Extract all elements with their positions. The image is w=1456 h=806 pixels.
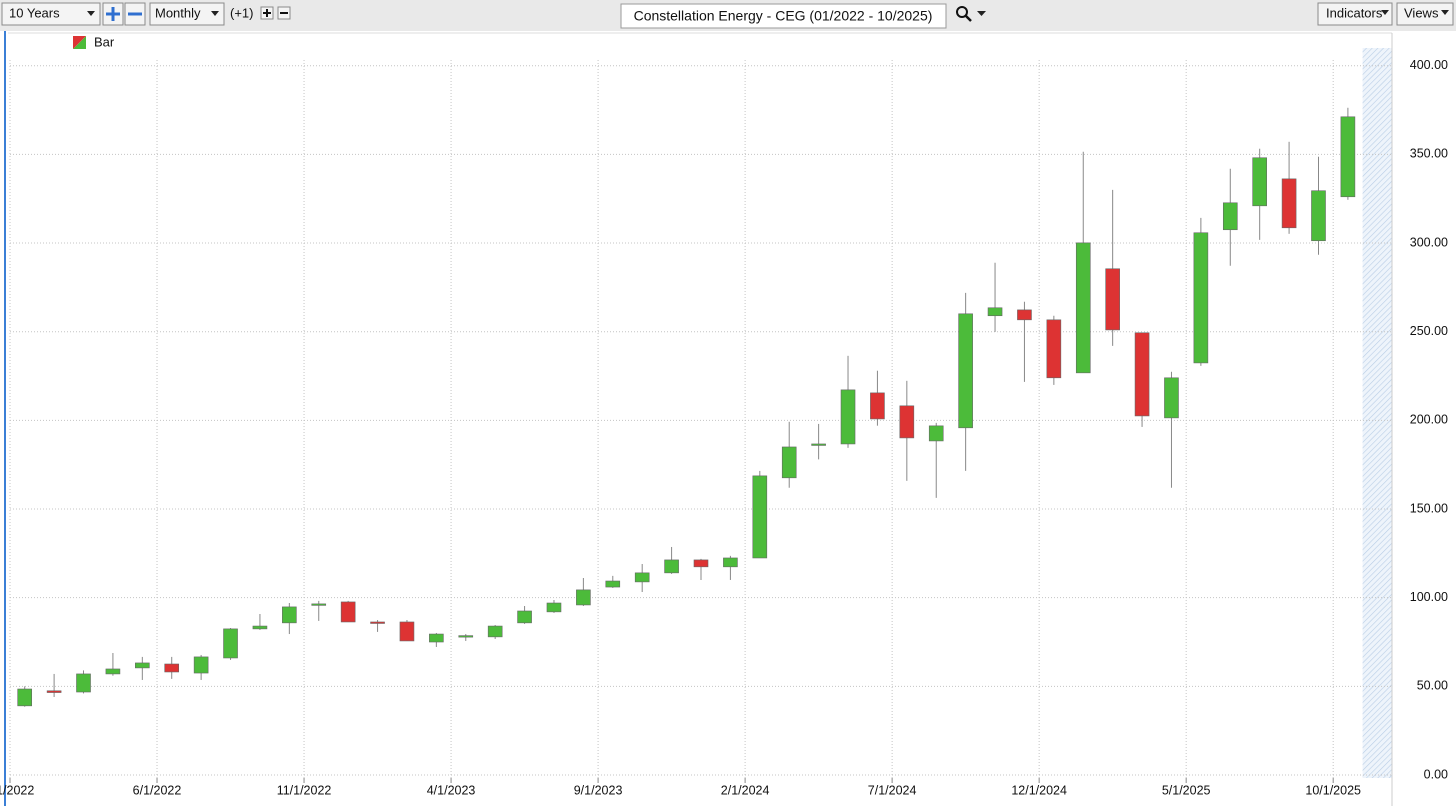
candle-body (1311, 190, 1326, 242)
x-tick-label: 7/1/2024 (868, 783, 917, 797)
candle-body (723, 557, 738, 568)
candle-body (458, 635, 474, 638)
candle-body (781, 446, 797, 479)
range-label: 10 Years (9, 5, 60, 20)
y-tick-label: 400.00 (1410, 58, 1448, 72)
candle-body (76, 673, 91, 693)
candle-body (1281, 178, 1297, 229)
candle-body (987, 307, 1003, 317)
candle-body (693, 559, 709, 568)
candle-body (1105, 268, 1120, 331)
plot-area: 0.00 50.00 100.00 150.00 200.00 250.00 300.00 3… (0, 33, 1448, 806)
views-label: Views (1404, 5, 1439, 20)
candle-body (605, 580, 621, 588)
candle-body (105, 668, 121, 675)
candle-body (252, 625, 268, 630)
candle-body (1222, 202, 1238, 231)
indicators-button[interactable]: Indicators (1317, 2, 1393, 26)
candle-body (1340, 116, 1356, 198)
legend: Bar (73, 34, 115, 49)
legend-icon-down (73, 36, 86, 49)
x-tick-label: 10/1/2025 (1305, 783, 1361, 797)
candle-body (164, 663, 180, 673)
candle-body (1193, 232, 1209, 364)
y-tick-label: 0.00 (1424, 767, 1448, 781)
candle-body (1252, 157, 1267, 207)
candle-body (399, 621, 415, 642)
candle-body (487, 625, 503, 638)
candle-body (899, 405, 915, 439)
range-select[interactable]: 10 Years (1, 2, 101, 26)
candle-body (870, 392, 885, 420)
y-tick-label: 100.00 (1410, 590, 1448, 604)
x-tick-label: 6/1/2022 (133, 783, 182, 797)
candle-body (1017, 309, 1032, 321)
candle-body (928, 425, 944, 442)
views-button[interactable]: Views (1396, 2, 1454, 26)
candle-body (223, 628, 238, 659)
offset-minus[interactable] (277, 6, 291, 20)
candle-body (370, 621, 385, 624)
future-region (1362, 48, 1392, 778)
x-tick-label: 5/1/2025 (1162, 783, 1211, 797)
x-tick-label: 11/1/2022 (277, 783, 332, 797)
candle-body (634, 572, 650, 583)
candle-body (958, 313, 973, 429)
candle-body (752, 475, 768, 559)
y-tick-label: 250.00 (1410, 324, 1448, 338)
candle-body (311, 603, 327, 606)
title-box (620, 3, 947, 29)
y-tick-label: 300.00 (1410, 235, 1448, 249)
x-tick-label: 12/1/2024 (1011, 783, 1067, 797)
candle-body (17, 688, 33, 707)
candle-body (193, 656, 209, 674)
candle-body (1164, 377, 1179, 419)
zoom-in-button[interactable] (102, 2, 124, 26)
x-tick-label: 2/1/2024 (721, 783, 770, 797)
candle-body (135, 662, 150, 669)
y-tick-label: 150.00 (1410, 501, 1448, 515)
interval-select[interactable]: Monthly (149, 2, 225, 26)
candle-body (664, 559, 679, 574)
offset-plus[interactable] (260, 6, 274, 20)
indicators-label: Indicators (1326, 5, 1383, 20)
y-tick-label: 350.00 (1410, 147, 1448, 161)
zoom-out-button[interactable] (124, 2, 146, 26)
candle-body (1046, 319, 1062, 379)
candle-body (1075, 242, 1091, 374)
candle-body (282, 606, 297, 624)
x-tick-label: 1/1/2022 (0, 783, 34, 797)
chart-title: Constellation Energy - CEG (01/2022 - 10… (634, 8, 933, 24)
legend-label: Bar (94, 34, 115, 49)
candle-body (576, 589, 591, 606)
search-button[interactable] (956, 6, 986, 22)
candle-body (546, 602, 562, 613)
candle-body (340, 601, 356, 623)
candle-body (1134, 332, 1150, 417)
candle-body (429, 633, 444, 643)
candle-body (840, 389, 856, 445)
candle-body (46, 690, 62, 693)
x-tick-label: 4/1/2023 (427, 783, 476, 797)
offset-label: (+1) (230, 5, 253, 20)
x-tick-label: 9/1/2023 (574, 783, 623, 797)
candle-body (517, 610, 532, 624)
y-tick-label: 200.00 (1410, 413, 1448, 427)
y-tick-label: 50.00 (1417, 679, 1448, 693)
interval-label: Monthly (155, 5, 201, 20)
candle-body (811, 443, 826, 446)
